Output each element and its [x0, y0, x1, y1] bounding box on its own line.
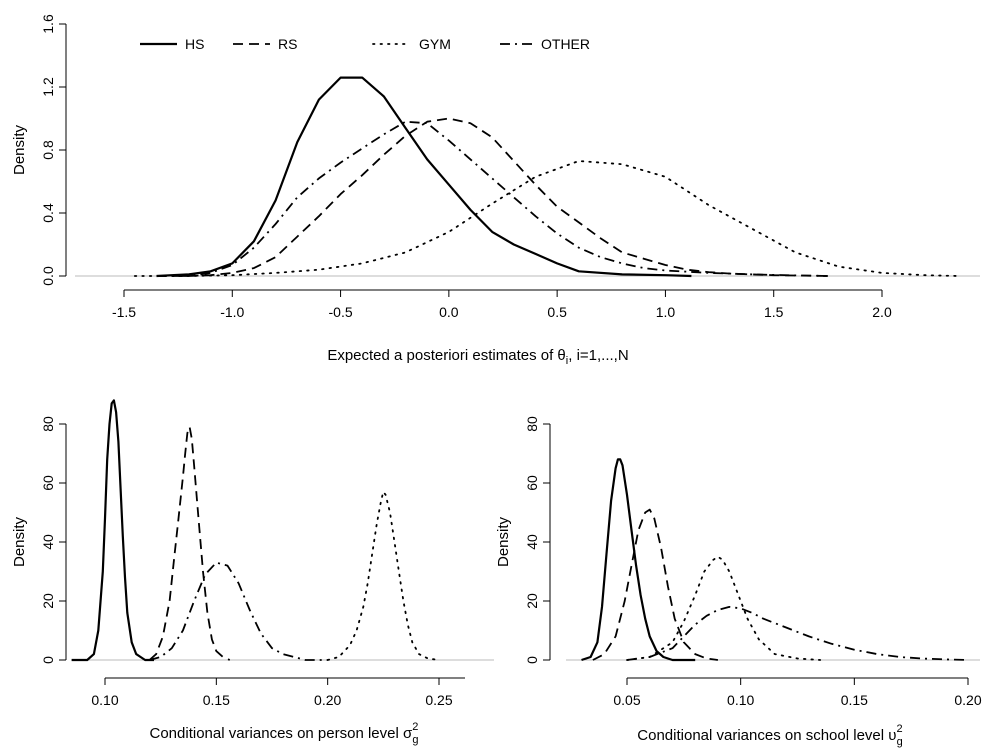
- x-axis-title-subscript: g: [897, 736, 903, 748]
- x-axis-title: Expected a posteriori estimates of θi, i…: [327, 347, 628, 367]
- y-tick-label: 20: [40, 593, 56, 609]
- series-line-gym: [326, 490, 440, 661]
- x-tick-label: 1.0: [656, 304, 676, 320]
- legend-item-rs: RS: [233, 36, 297, 52]
- x-axis-title: Conditional variances on school level υ2…: [637, 723, 902, 748]
- x-ticks: -1.5 -1.0 -0.5 0.0 0.5 1.0 1.5 2.0: [112, 290, 892, 320]
- series-line-rs: [156, 117, 828, 277]
- y-axis-title: Density: [11, 124, 28, 175]
- y-ticks: 0 20 40 60 80: [524, 416, 550, 664]
- x-axis-title-subscript: g: [412, 734, 418, 746]
- series-line-other: [626, 606, 969, 661]
- x-axis-title-prefix: Conditional variances on person level σ: [150, 725, 413, 742]
- x-tick-label: -1.5: [112, 304, 136, 320]
- y-tick-label: 0.4: [40, 203, 56, 223]
- y-axis-title: Density: [11, 516, 28, 567]
- x-tick-label: -0.5: [329, 304, 353, 320]
- legend-label-hs: HS: [185, 36, 204, 52]
- x-tick-label: 1.5: [764, 304, 784, 320]
- x-tick-label: 0.0: [439, 304, 459, 320]
- series-line-hs: [581, 458, 696, 662]
- series-line-rs: [148, 425, 231, 661]
- y-tick-label: 0.0: [40, 266, 56, 286]
- x-axis-title-superscript: 2: [412, 721, 418, 733]
- x-tick-label: 0.25: [425, 692, 452, 708]
- series-line-gym: [626, 555, 822, 661]
- x-tick-label: 0.10: [91, 692, 118, 708]
- y-tick-label: 0.8: [40, 140, 56, 160]
- y-tick-label: 60: [40, 475, 56, 491]
- legend: HS RS GYM OTHER: [140, 36, 590, 52]
- x-tick-label: 0.20: [314, 692, 341, 708]
- x-axis-title-subscript: i: [566, 355, 568, 367]
- legend-item-gym: GYM: [372, 36, 451, 52]
- y-tick-label: 80: [524, 416, 540, 432]
- y-tick-label: 1.2: [40, 77, 56, 97]
- legend-item-hs: HS: [140, 36, 204, 52]
- x-axis-title: Conditional variances on person level σ2…: [150, 721, 419, 746]
- x-axis-title-prefix: Conditional variances on school level υ: [637, 727, 896, 744]
- x-axis-title-superscript: 2: [896, 723, 902, 735]
- series-line-hs: [71, 399, 154, 662]
- y-tick-label: 40: [524, 534, 540, 550]
- y-tick-label: 0: [524, 656, 540, 664]
- series-line-hs: [156, 76, 692, 278]
- x-tick-label: 0.20: [954, 692, 981, 708]
- y-axis-title: Density: [495, 516, 512, 567]
- x-tick-label: 0.15: [841, 692, 868, 708]
- x-axis-title-suffix: , i=1,...,N: [568, 347, 628, 364]
- series-line-rs: [592, 508, 719, 661]
- series-line-other: [149, 561, 328, 661]
- y-tick-label: 60: [524, 475, 540, 491]
- series-lines: [133, 76, 959, 278]
- x-axis-title-prefix: Expected a posteriori estimates of θ: [327, 347, 565, 364]
- legend-label-rs: RS: [278, 36, 297, 52]
- y-tick-label: 80: [40, 416, 56, 432]
- series-line-other: [156, 120, 828, 277]
- x-tick-label: 0.5: [547, 304, 567, 320]
- legend-item-other: OTHER: [500, 36, 590, 52]
- x-tick-label: -1.0: [220, 304, 244, 320]
- y-tick-label: 20: [524, 593, 540, 609]
- x-tick-label: 0.05: [613, 692, 640, 708]
- x-ticks: 0.05 0.10 0.15 0.20: [613, 678, 982, 708]
- y-ticks: 0.0 0.4 0.8 1.2 1.6: [40, 14, 66, 286]
- series-lines: [71, 399, 440, 662]
- legend-label-gym: GYM: [419, 36, 451, 52]
- x-tick-label: 2.0: [872, 304, 892, 320]
- x-tick-label: 0.10: [727, 692, 754, 708]
- panel-bottom-left-person-variance: 0 20 40 60 80 0.10 0.15 0.20 0.25 Density Condi…: [11, 399, 494, 746]
- series-lines: [581, 458, 969, 662]
- legend-label-other: OTHER: [541, 36, 590, 52]
- y-tick-label: 40: [40, 534, 56, 550]
- panel-top-density-theta: 0.0 0.4 0.8 1.2 1.6 -1.5 -1.0 -0.5 0.0 0.5 1.0 1.5…: [11, 14, 980, 367]
- y-tick-label: 0: [40, 656, 56, 664]
- panel-bottom-right-school-variance: 0 20 40 60 80 0.05 0.10 0.15 0.20 Density Condi…: [495, 416, 982, 748]
- y-tick-label: 1.6: [40, 14, 56, 34]
- x-tick-label: 0.15: [203, 692, 230, 708]
- y-ticks: 0 20 40 60 80: [40, 416, 66, 664]
- x-ticks: 0.10 0.15 0.20 0.25: [91, 678, 453, 708]
